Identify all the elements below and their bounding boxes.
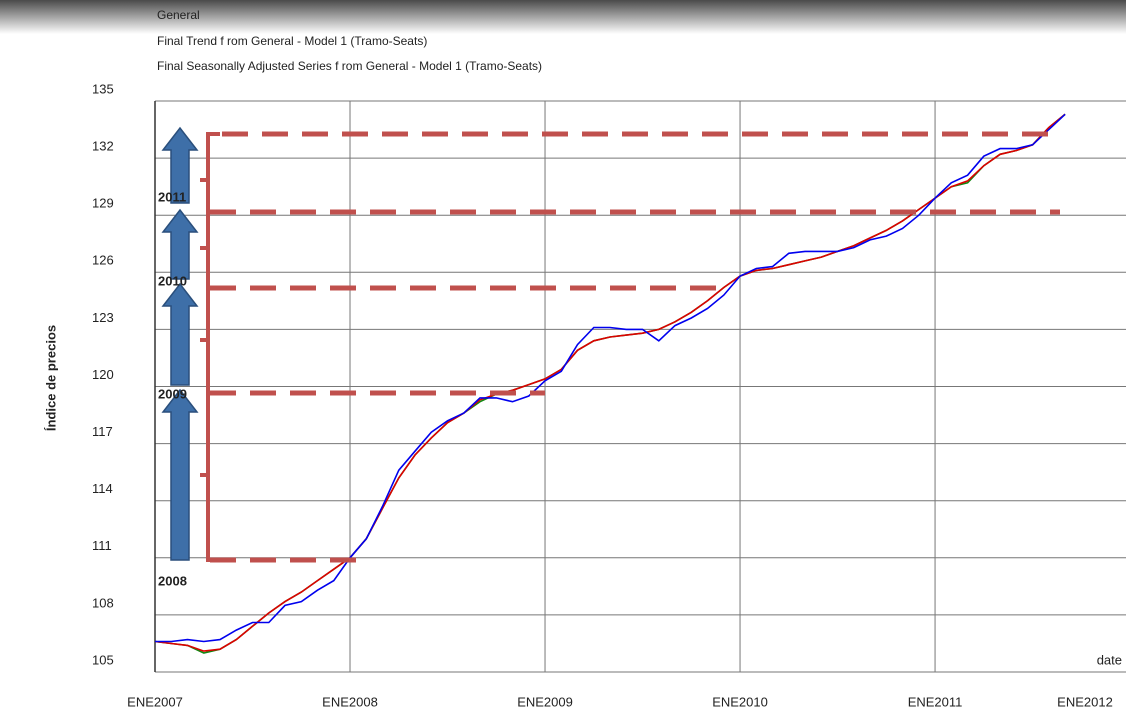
y-tick-label: 132 <box>92 139 114 154</box>
x-tick-label: ENE2012 <box>1057 694 1113 709</box>
brace <box>200 132 220 562</box>
x-tick-label: ENE2011 <box>908 694 963 709</box>
y-axis-title: Índice de precios <box>43 325 58 431</box>
year-label: 2011 <box>158 189 186 204</box>
y-tick-label: 126 <box>92 253 114 268</box>
year-label: 2009 <box>158 386 187 401</box>
y-tick-label: 129 <box>92 196 114 211</box>
annotation-layer: 2008 2009 2010 2011 <box>158 126 1060 588</box>
series-line <box>154 113 1066 652</box>
y-tick-label: 123 <box>92 310 114 325</box>
y-tick-label: 135 <box>92 81 114 96</box>
y-tick-label: 120 <box>92 367 114 382</box>
arrow <box>161 282 199 386</box>
x-tick-label: ENE2010 <box>712 694 768 709</box>
y-tick-label: 114 <box>92 481 113 496</box>
x-tick-label: ENE2008 <box>322 694 378 709</box>
arrow <box>161 126 199 204</box>
series-line <box>154 113 1066 654</box>
y-tick-label: 111 <box>92 538 112 553</box>
year-label: 2010 <box>158 273 187 288</box>
legend-entry: General <box>157 8 200 22</box>
header-band <box>0 0 1126 34</box>
arrow <box>161 388 199 561</box>
year-label: 2008 <box>158 573 187 588</box>
series-line <box>155 113 1066 643</box>
x-tick-label: ENE2009 <box>517 694 573 709</box>
y-tick-label: 105 <box>92 652 114 667</box>
legend-entry: Final Trend f rom General - Model 1 (Tra… <box>157 34 427 48</box>
legend-entry: Final Seasonally Adjusted Series f rom G… <box>157 59 542 73</box>
arrow <box>161 208 199 280</box>
x-tick-label: ENE2007 <box>127 694 183 709</box>
y-tick-label: 117 <box>92 424 113 439</box>
x-axis-title: date <box>1097 652 1122 667</box>
y-tick-label: 108 <box>92 595 114 610</box>
plot-area: 105 108 111 114 117 120 123 126 129 132 135 ENE2007… <box>92 81 1126 709</box>
arrows <box>161 126 199 561</box>
